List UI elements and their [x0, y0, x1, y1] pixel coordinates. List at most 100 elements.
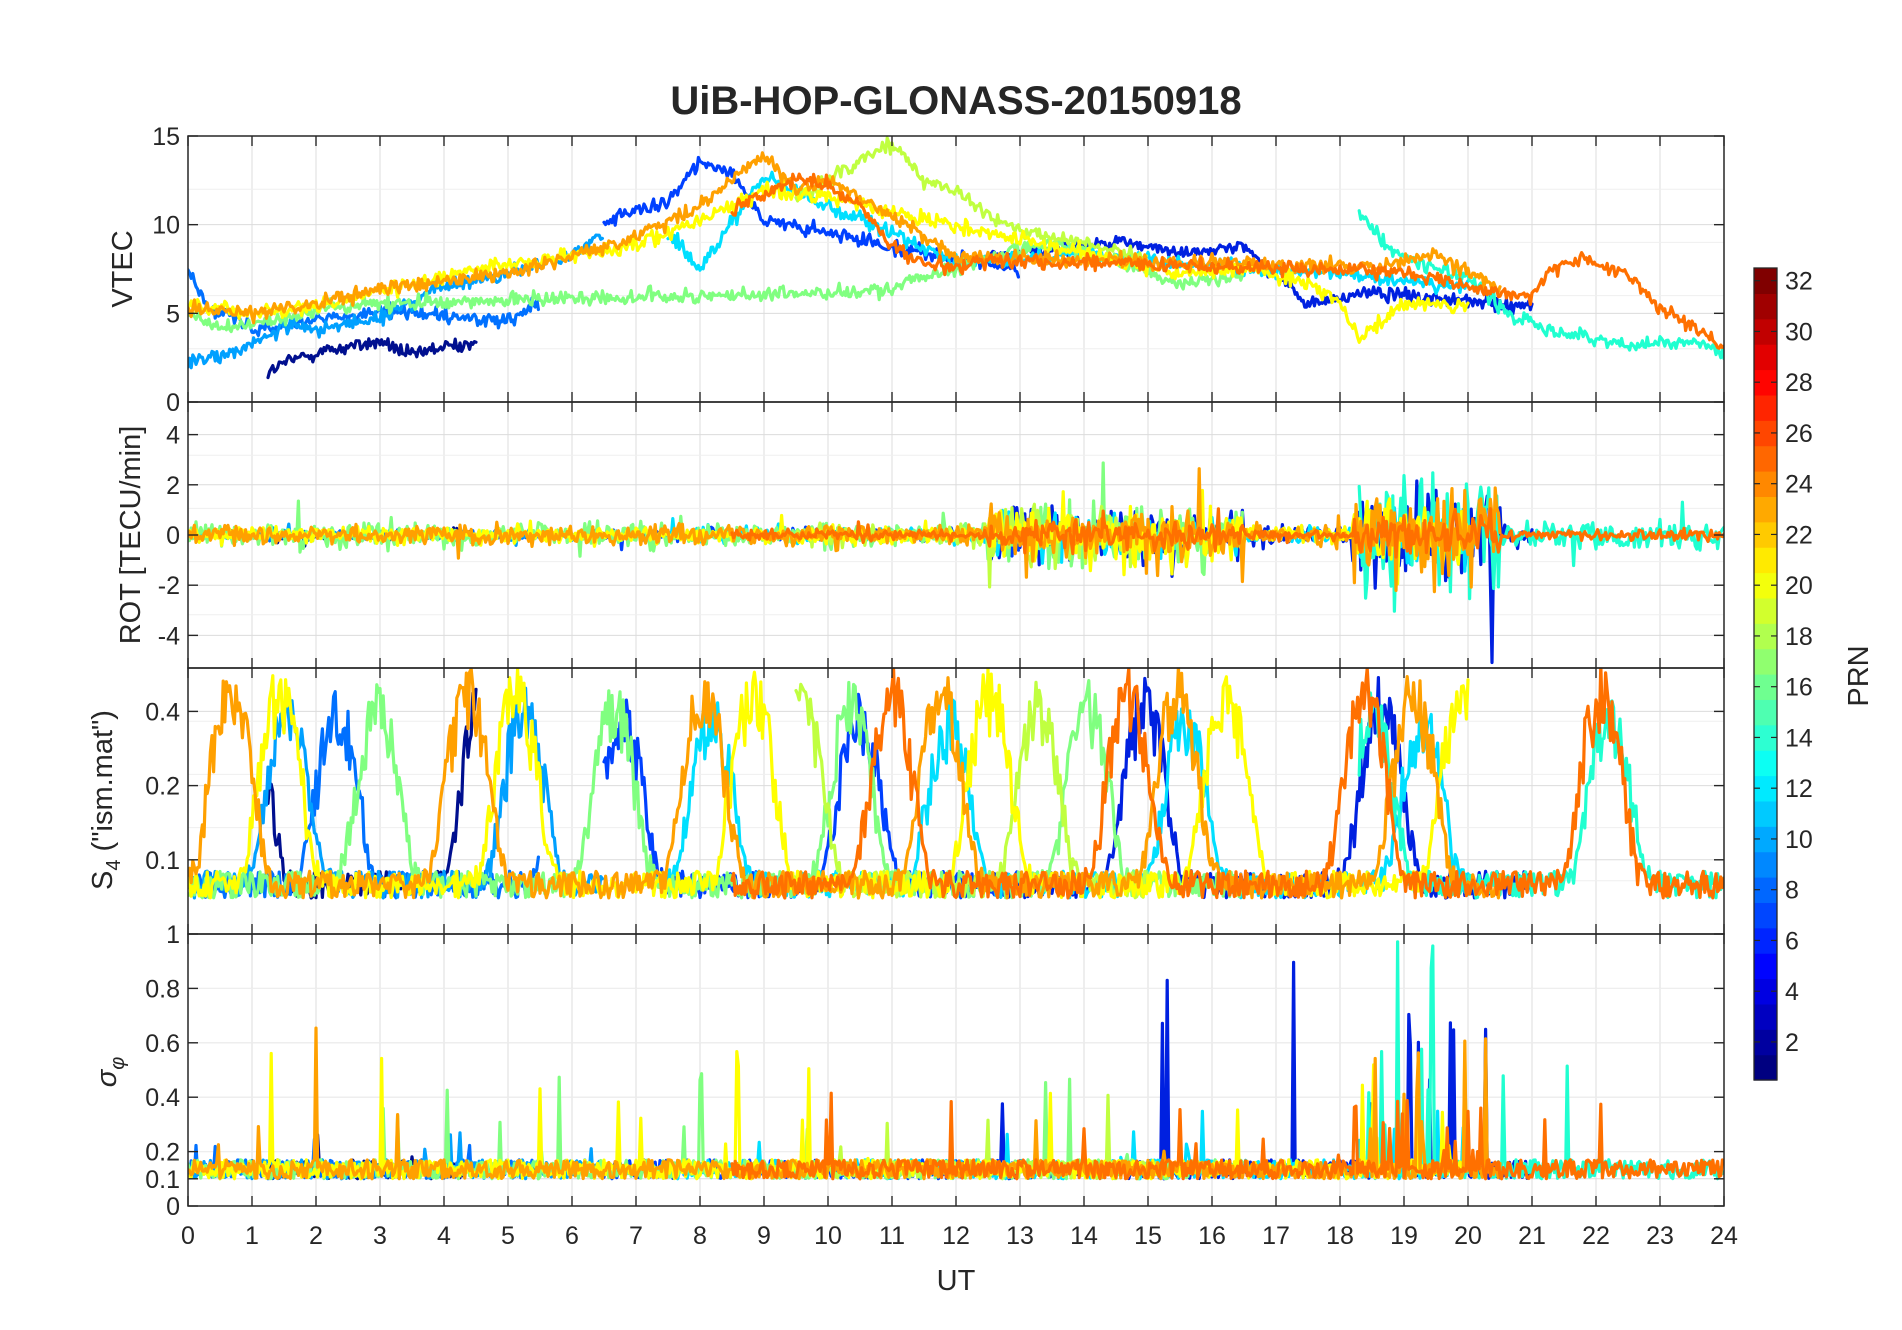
- panel-traces-vtec: [188, 136, 1724, 380]
- colorbar-band: [1754, 826, 1777, 853]
- colorbar-tick-label: 30: [1785, 318, 1813, 346]
- x-tick-label: 7: [629, 1222, 643, 1250]
- rot-trace-prn-14: [1357, 471, 1724, 613]
- y-tick-label-sigma_phi: 0.4: [145, 1084, 180, 1112]
- colorbar-band: [1754, 547, 1777, 574]
- colorbar-band: [1754, 445, 1777, 472]
- colorbar-band: [1754, 471, 1777, 497]
- y-tick-label-s4: 0.1: [145, 847, 180, 875]
- sigma-label-sub: φ: [107, 1057, 129, 1070]
- colorbar-tick-label: 10: [1785, 826, 1813, 854]
- x-tick-label: 10: [814, 1222, 842, 1250]
- colorbar-band: [1754, 1029, 1777, 1056]
- y-tick-label-vtec: 10: [152, 212, 180, 240]
- colorbar-band: [1754, 648, 1777, 675]
- x-tick-label: 3: [373, 1222, 387, 1250]
- y-tick-label-s4: 0.2: [145, 773, 180, 801]
- y-tick-label-rot: 0: [166, 522, 180, 550]
- x-tick-label: 23: [1646, 1222, 1674, 1250]
- vtec-trace-prn-18: [794, 136, 1148, 262]
- vtec-trace-prn-24: [730, 172, 1724, 350]
- s4-label-main: S: [87, 871, 119, 890]
- chart-title: UiB-HOP-GLONASS-20150918: [670, 79, 1241, 123]
- colorbar-tick-label: 6: [1785, 927, 1799, 955]
- colorbar-band: [1754, 293, 1777, 320]
- x-tick-label: 8: [693, 1222, 707, 1250]
- colorbar-tick-label: 22: [1785, 521, 1813, 549]
- colorbar-band: [1754, 1054, 1777, 1081]
- x-tick-label: 4: [437, 1222, 451, 1250]
- colorbar-tick-label: 32: [1785, 268, 1813, 296]
- colorbar-band: [1754, 318, 1777, 345]
- colorbar-band: [1754, 496, 1777, 523]
- colorbar-band: [1754, 597, 1777, 624]
- y-axis-label-rot: ROT [TECU/min]: [115, 426, 147, 645]
- colorbar-band: [1754, 572, 1777, 599]
- colorbar-band: [1754, 927, 1777, 954]
- colorbar-tick-label: 12: [1785, 775, 1813, 803]
- y-tick-label-rot: -4: [158, 622, 180, 650]
- colorbar-band: [1754, 775, 1777, 802]
- x-tick-label: 24: [1710, 1222, 1738, 1250]
- y-tick-label-rot: 2: [166, 472, 180, 500]
- colorbar-band: [1754, 800, 1777, 827]
- x-tick-label: 9: [757, 1222, 771, 1250]
- x-tick-label: 14: [1070, 1222, 1098, 1250]
- panel-traces-s4: [188, 668, 1724, 900]
- y-tick-label-sigma_phi: 0.6: [145, 1030, 180, 1058]
- x-tick-label: 18: [1326, 1222, 1354, 1250]
- colorbar-band: [1754, 1003, 1777, 1030]
- y-tick-label-vtec: 15: [152, 123, 180, 151]
- x-tick-label: 5: [501, 1222, 515, 1250]
- sigma-trace-prn-14: [1357, 940, 1724, 1181]
- colorbar-band: [1754, 750, 1777, 777]
- y-tick-label-vtec: 0: [166, 389, 180, 417]
- sigma-label-main: σ: [91, 1068, 123, 1087]
- s4-trace-prn-16: [188, 679, 1244, 900]
- colorbar-band: [1754, 420, 1777, 447]
- y-tick-label-sigma_phi: 0: [166, 1193, 180, 1221]
- s4-trace-prn-14: [1357, 691, 1724, 900]
- s4-label-rest: ("ism.mat"): [87, 710, 119, 859]
- vtec-trace-prn-1: [266, 337, 478, 380]
- y-tick-label-sigma_phi: 1: [166, 921, 180, 949]
- x-tick-label: 2: [309, 1222, 323, 1250]
- colorbar-tick-label: 28: [1785, 369, 1813, 397]
- colorbar-band: [1754, 724, 1777, 751]
- x-tick-label: 13: [1006, 1222, 1034, 1250]
- panel-traces-rot: [188, 461, 1724, 665]
- rot-trace-prn-24: [730, 507, 1724, 559]
- colorbar-band: [1754, 369, 1777, 396]
- colorbar-band: [1754, 877, 1777, 903]
- y-tick-label-sigma_phi: 0.2: [145, 1139, 180, 1167]
- y-tick-label-rot: -2: [158, 572, 180, 600]
- sigma-trace-prn-24: [730, 1091, 1724, 1181]
- y-tick-label-rot: 4: [166, 422, 180, 450]
- colorbar-frame: [1753, 267, 1778, 1081]
- colorbar-band: [1754, 394, 1777, 421]
- colorbar-tick-label: 4: [1785, 978, 1799, 1006]
- x-tick-label: 1: [245, 1222, 259, 1250]
- x-tick-label: 11: [879, 1222, 905, 1250]
- x-tick-label: 21: [1518, 1222, 1546, 1250]
- x-tick-label: 17: [1262, 1222, 1290, 1250]
- colorbar-band: [1754, 674, 1777, 700]
- colorbar-band: [1754, 268, 1777, 294]
- colorbar-label: PRN: [1843, 645, 1875, 706]
- s4-trace-prn-24: [730, 668, 1724, 900]
- axis-ticks: 0 1 2 3 4 5 6 7 8 9 10 11 12 13 14 15 16 17 18 19 20 21 22 23 24…: [145, 123, 1738, 1250]
- x-tick-label: 19: [1390, 1222, 1418, 1250]
- y-tick-label-sigma_phi: 0.1: [145, 1166, 180, 1194]
- colorbar-tick-label: 2: [1785, 1029, 1799, 1057]
- s4-label-sub: 4: [103, 860, 125, 871]
- colorbar-band: [1754, 978, 1777, 1005]
- vtec-trace-prn-12: [666, 170, 1470, 296]
- colorbar-band: [1754, 902, 1777, 929]
- vtec-trace-prn-23: [188, 151, 1502, 325]
- x-tick-label: 0: [181, 1222, 195, 1250]
- y-tick-label-s4: 0.4: [145, 698, 180, 726]
- colorbar-tick-label: 8: [1785, 877, 1799, 905]
- y-axis-label-sigma-phi: σφ: [91, 1057, 129, 1088]
